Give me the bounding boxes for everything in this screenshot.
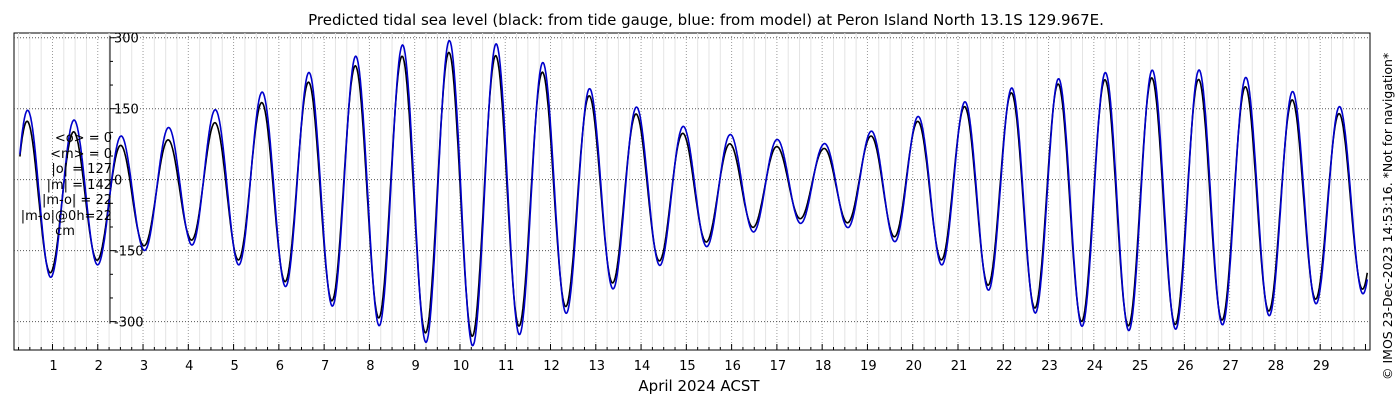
x-tick-label: 20 [905,359,922,374]
x-tick-label: 12 [543,359,560,374]
grid-lines [14,33,1370,350]
x-tick-label: 7 [321,359,329,374]
y-axis: -300 -150 0 150 300 [109,32,144,331]
x-tick-label: 6 [276,359,284,374]
x-tick-label: 10 [453,359,470,374]
copyright-notice: © IMOS 23-Dec-2023 14:53:16. *Not for na… [1380,52,1395,380]
x-tick-label: 14 [634,359,651,374]
stat-mean-obs: <o> = 0 [54,131,112,146]
x-tick-label: 4 [185,359,193,374]
x-tick-label: 5 [230,359,238,374]
series-model [19,39,1369,347]
x-tick-label: 11 [498,359,515,374]
x-tick-label: 13 [589,359,606,374]
x-tick-label: 9 [412,359,420,374]
x-axis: 1 2 3 4 5 6 7 8 9 10 11 12 13 14 15 16 17 18 19 20 21 22 23 24 2… [18,344,1366,374]
statistics-panel: <o> = 0 <m> = 0 |o| = 127 |m| = 142 |m-o… [0,131,112,240]
stat-mean-model: <m> = 0 [50,146,112,162]
x-tick-label: 27 [1222,359,1239,374]
x-tick-label: 28 [1268,359,1285,374]
x-tick-label: 22 [996,359,1013,374]
x-tick-label: 21 [951,359,968,374]
x-tick-label: 3 [140,359,148,374]
x-tick-label: 24 [1087,359,1104,374]
y-tick-label: -150 [114,245,144,260]
x-tick-label: 15 [679,359,696,374]
y-tick-label: -300 [114,316,144,331]
stat-unit: cm [55,224,75,239]
x-tick-label: 23 [1041,359,1058,374]
chart-title: Predicted tidal sea level (black: from t… [308,11,1104,29]
x-tick-label: 25 [1132,359,1149,374]
x-tick-label: 2 [95,359,103,374]
stat-abs-obs: |o| = 127 [51,162,112,177]
y-tick-label: 300 [114,32,139,47]
x-tick-label: 8 [366,359,374,374]
stat-abs-diff: |m-o| = 22 [41,193,112,208]
plot-area [13,32,1371,351]
x-axis-label: April 2024 ACST [638,377,760,395]
y-tick-label: 150 [114,103,139,118]
stat-abs-diff-0h: |m-o|@0h=22 [20,208,112,224]
x-tick-label: 16 [724,359,741,374]
x-tick-label: 29 [1313,359,1330,374]
y-tick-label: 0 [114,174,122,189]
x-tick-label: 18 [815,359,832,374]
x-tick-label: 26 [1177,359,1194,374]
stat-abs-model: |m| = 142 [46,177,112,193]
x-tick-label: 17 [770,359,787,374]
x-tick-label: 1 [49,359,57,374]
x-tick-label: 19 [860,359,877,374]
